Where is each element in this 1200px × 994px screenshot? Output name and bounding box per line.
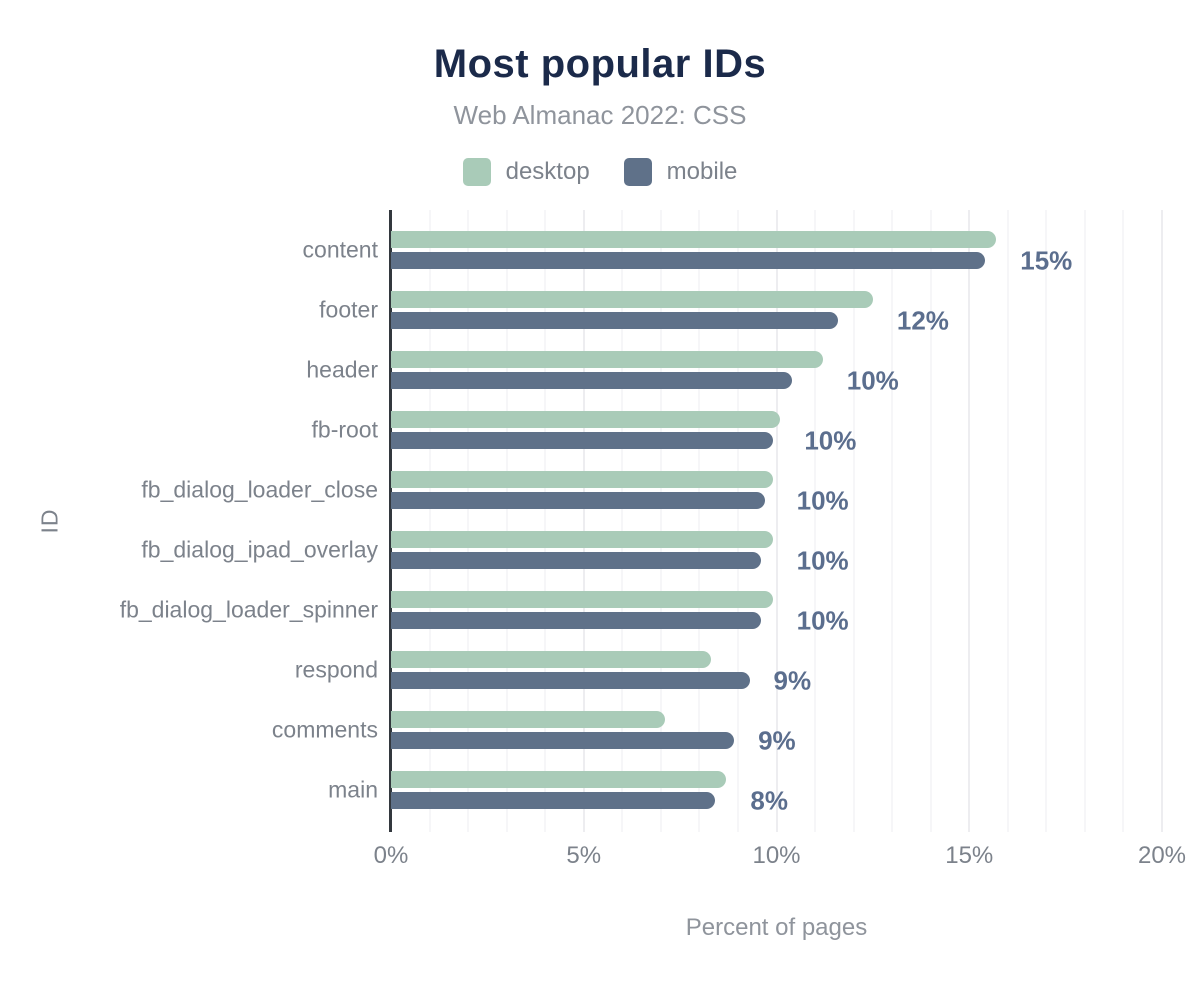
gridline bbox=[968, 210, 971, 832]
mobile-bar bbox=[391, 252, 985, 269]
chart-title: Most popular IDs bbox=[433, 42, 767, 86]
desktop-bar bbox=[391, 711, 665, 728]
gridline bbox=[1161, 210, 1163, 832]
gridline bbox=[891, 210, 894, 832]
gridline bbox=[929, 210, 932, 832]
value-annotation: 10% bbox=[796, 545, 849, 576]
desktop-swatch-icon bbox=[462, 158, 491, 186]
category-label: comments bbox=[271, 716, 378, 743]
category-label: main bbox=[328, 776, 378, 803]
desktop-bar bbox=[391, 411, 781, 428]
x-tick-label: 15% bbox=[945, 842, 994, 869]
x-tick-label: 10% bbox=[752, 842, 801, 869]
mobile-bar bbox=[391, 432, 773, 449]
value-annotation: 9% bbox=[773, 665, 812, 696]
value-annotation: 10% bbox=[804, 425, 857, 456]
value-annotation: 10% bbox=[796, 485, 849, 516]
x-axis-title: Percent of pages bbox=[685, 914, 868, 941]
gridline bbox=[505, 210, 508, 832]
category-label: respond bbox=[294, 656, 378, 683]
category-label: fb_dialog_loader_spinner bbox=[119, 596, 378, 623]
value-annotation: 10% bbox=[796, 605, 849, 636]
y-axis-title: ID bbox=[36, 508, 63, 534]
gridline bbox=[1083, 210, 1086, 832]
plot-area: 15% 12% 10% 10% 10% 10% 10% 9% 9% 8% bbox=[389, 210, 1163, 832]
gridline bbox=[1122, 210, 1125, 832]
mobile-bar bbox=[391, 792, 715, 809]
gridline bbox=[621, 210, 624, 832]
gridline bbox=[467, 210, 470, 832]
gridline bbox=[1006, 210, 1009, 832]
value-annotation: 8% bbox=[750, 785, 788, 816]
chart-subtitle: Web Almanac 2022: CSS bbox=[453, 100, 747, 130]
mobile-bar bbox=[391, 312, 839, 329]
value-annotation: 12% bbox=[896, 305, 949, 336]
gridline bbox=[852, 210, 855, 832]
gridline bbox=[428, 210, 431, 832]
category-label: content bbox=[302, 236, 378, 263]
legend-item-mobile: mobile bbox=[623, 158, 738, 186]
gridline bbox=[698, 210, 701, 832]
gridline bbox=[582, 210, 585, 832]
mobile-bar bbox=[391, 372, 792, 389]
legend-label-desktop: desktop bbox=[505, 158, 590, 185]
category-label: header bbox=[306, 356, 378, 383]
desktop-bar bbox=[391, 651, 711, 668]
category-label: fb_dialog_loader_close bbox=[141, 476, 378, 503]
category-label: fb-root bbox=[311, 416, 378, 443]
desktop-bar bbox=[391, 351, 823, 368]
gridline bbox=[659, 210, 662, 832]
desktop-bar bbox=[391, 771, 727, 788]
legend-label-mobile: mobile bbox=[666, 158, 738, 185]
gridline bbox=[736, 210, 739, 832]
y-axis-line bbox=[389, 210, 392, 832]
desktop-bar bbox=[391, 591, 773, 608]
desktop-bar bbox=[391, 531, 773, 548]
x-tick-label: 20% bbox=[1137, 842, 1187, 869]
category-label: footer bbox=[319, 296, 378, 323]
mobile-swatch-icon bbox=[623, 158, 652, 186]
mobile-bar bbox=[391, 552, 762, 569]
mobile-bar bbox=[391, 612, 762, 629]
value-annotation: 15% bbox=[1020, 245, 1073, 276]
value-annotation: 9% bbox=[758, 725, 796, 756]
category-label: fb_dialog_ipad_overlay bbox=[141, 536, 378, 563]
legend-item-desktop: desktop bbox=[462, 158, 590, 186]
desktop-bar bbox=[391, 291, 873, 308]
mobile-bar bbox=[391, 732, 735, 749]
gridline bbox=[1045, 210, 1048, 832]
gridline bbox=[775, 210, 778, 832]
gridline bbox=[544, 210, 547, 832]
desktop-bar bbox=[391, 471, 773, 488]
desktop-bar bbox=[391, 231, 997, 248]
gridline bbox=[814, 210, 817, 832]
mobile-bar bbox=[391, 492, 765, 509]
x-tick-label: 0% bbox=[373, 842, 409, 869]
value-annotation: 10% bbox=[846, 365, 899, 396]
x-tick-label: 5% bbox=[566, 842, 602, 869]
mobile-bar bbox=[391, 672, 750, 689]
legend: desktop mobile bbox=[0, 158, 1200, 186]
